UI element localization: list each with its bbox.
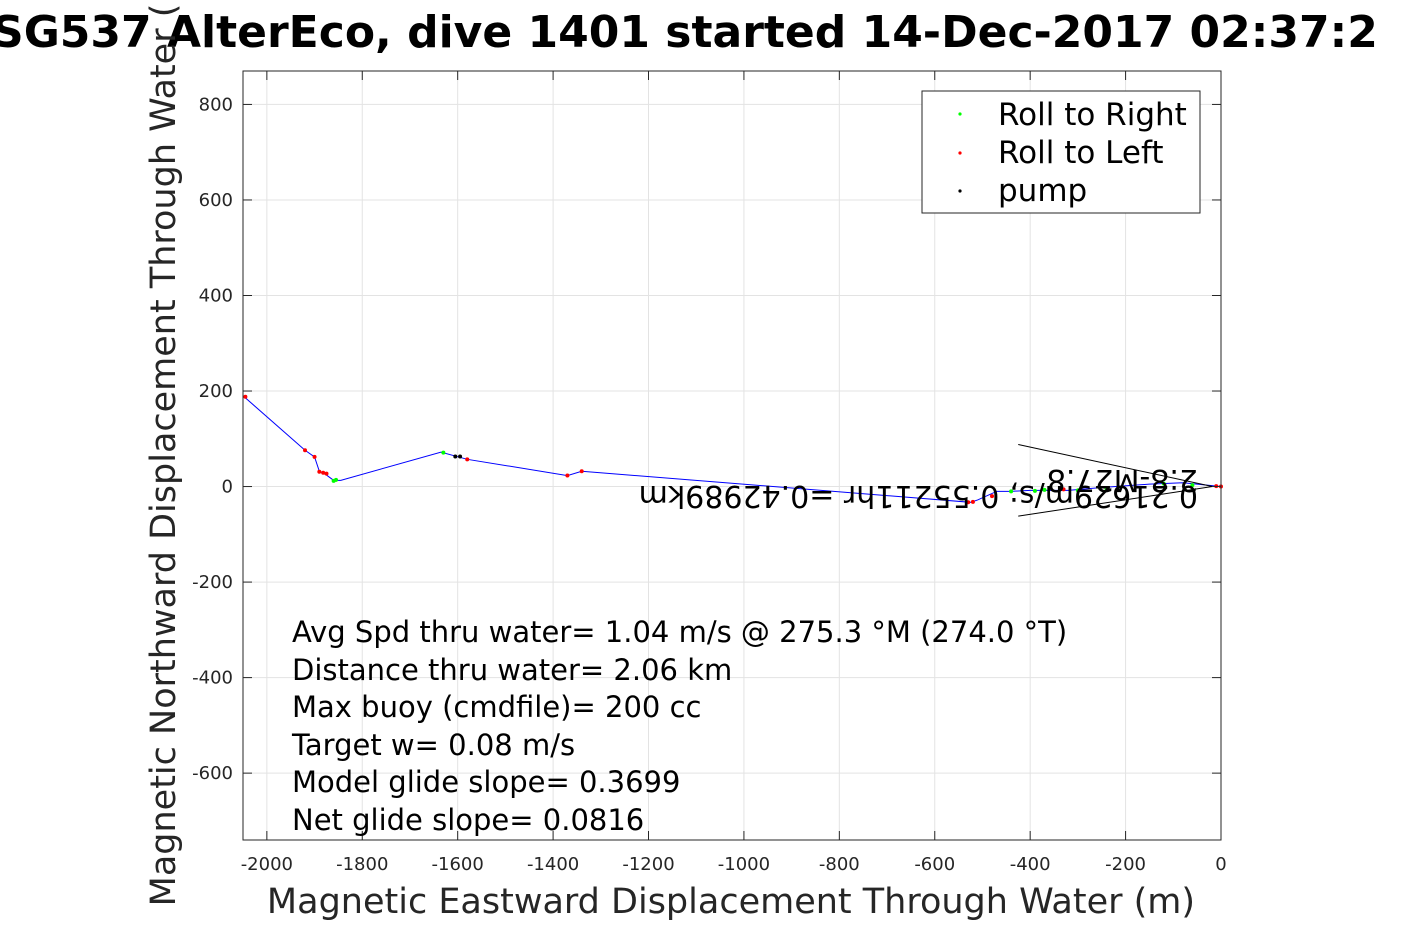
annotation-model-glide: Model glide slope= 0.3699 [292, 765, 680, 799]
point-roll-to-right [441, 450, 446, 455]
x-tick-label: -2000 [241, 854, 293, 875]
point-roll-to-right [331, 478, 336, 483]
flipped-annotation-extra: 2.8-M27.8 [1047, 462, 1198, 497]
y-tick-label: 200 [199, 381, 233, 402]
point-pump [453, 454, 458, 459]
point-roll-to-left [317, 469, 322, 474]
point-roll-to-left [565, 473, 570, 478]
y-tick-label: -200 [192, 572, 233, 593]
annotation-net-glide: Net glide slope= 0.0816 [292, 803, 644, 837]
annotation-max-buoy: Max buoy (cmdfile)= 200 cc [292, 690, 701, 724]
legend-marker-roll-left [958, 151, 962, 155]
stats-annotations: Avg Spd thru water= 1.04 m/s @ 275.3 °M … [291, 615, 1067, 837]
point-roll-to-left [1061, 487, 1066, 492]
annotation-avg-speed: Avg Spd thru water= 1.04 m/s @ 275.3 °M … [292, 615, 1067, 649]
point-roll-to-right [1042, 487, 1047, 492]
x-tick-label: -1000 [718, 854, 770, 875]
y-tick-label: -600 [192, 763, 233, 784]
point-roll-to-left [579, 469, 584, 474]
y-tick-label: 0 [222, 477, 233, 498]
y-tick-label: -400 [192, 668, 233, 689]
point-roll-to-left [321, 470, 326, 475]
x-axis-label: Magnetic Eastward Displacement Through W… [267, 882, 1195, 922]
point-roll-to-left [324, 471, 329, 476]
plot-frame [242, 70, 1222, 841]
y-tick-label: 800 [199, 94, 233, 115]
legend-label-roll-left: Roll to Left [998, 135, 1164, 171]
legend-marker-roll-right [958, 112, 962, 116]
point-roll-to-left [970, 499, 975, 504]
chart-title: SG537 AlterEco, dive 1401 started 14-Dec… [0, 7, 1378, 58]
tick-layer: -2000 -1800 -1600 -1400 -1200 -1000 -800 -600 -4… [192, 71, 1227, 875]
legend-box [921, 90, 1201, 214]
point-roll-to-left [465, 457, 470, 462]
point-roll-to-left [990, 494, 995, 499]
point-roll-to-right [1190, 483, 1195, 488]
point-roll-to-right [1161, 481, 1166, 486]
point-roll-to-right [1104, 486, 1109, 491]
y-tick-label: 600 [199, 190, 233, 211]
annotation-distance: Distance thru water= 2.06 km [292, 653, 732, 687]
legend: Roll to Right Roll to Left pump [921, 90, 1201, 214]
point-roll-to-right [1009, 489, 1014, 494]
point-roll-to-left [243, 394, 248, 399]
x-tick-label: -200 [1105, 854, 1146, 875]
legend-marker-pump [958, 189, 962, 193]
y-axis-label: Magnetic Northward Displacement Through … [144, 4, 184, 907]
point-pump [458, 454, 463, 459]
x-tick-label: -1400 [527, 854, 579, 875]
x-tick-label: -1600 [432, 854, 484, 875]
point-roll-to-left [312, 454, 317, 459]
legend-label-pump: pump [998, 173, 1087, 209]
point-roll-to-right [1075, 488, 1080, 493]
marker-layer [243, 394, 1223, 505]
x-tick-label: -1200 [622, 854, 674, 875]
point-roll-to-right [1032, 488, 1037, 493]
x-tick-label: -800 [819, 854, 860, 875]
x-tick-label: -1800 [336, 854, 388, 875]
x-tick-label: 0 [1215, 854, 1226, 875]
x-tick-label: -400 [1010, 854, 1051, 875]
y-tick-label: 400 [199, 285, 233, 306]
annotation-target-w: Target w= 0.08 m/s [291, 728, 575, 762]
x-tick-label: -600 [914, 854, 955, 875]
legend-label-roll-right: Roll to Right [998, 97, 1187, 133]
flipped-annotation: 0.21629m/s; 0.55211hr =0.42989km [639, 478, 1198, 513]
point-roll-to-left [303, 448, 308, 453]
point-roll-to-left [966, 500, 971, 505]
